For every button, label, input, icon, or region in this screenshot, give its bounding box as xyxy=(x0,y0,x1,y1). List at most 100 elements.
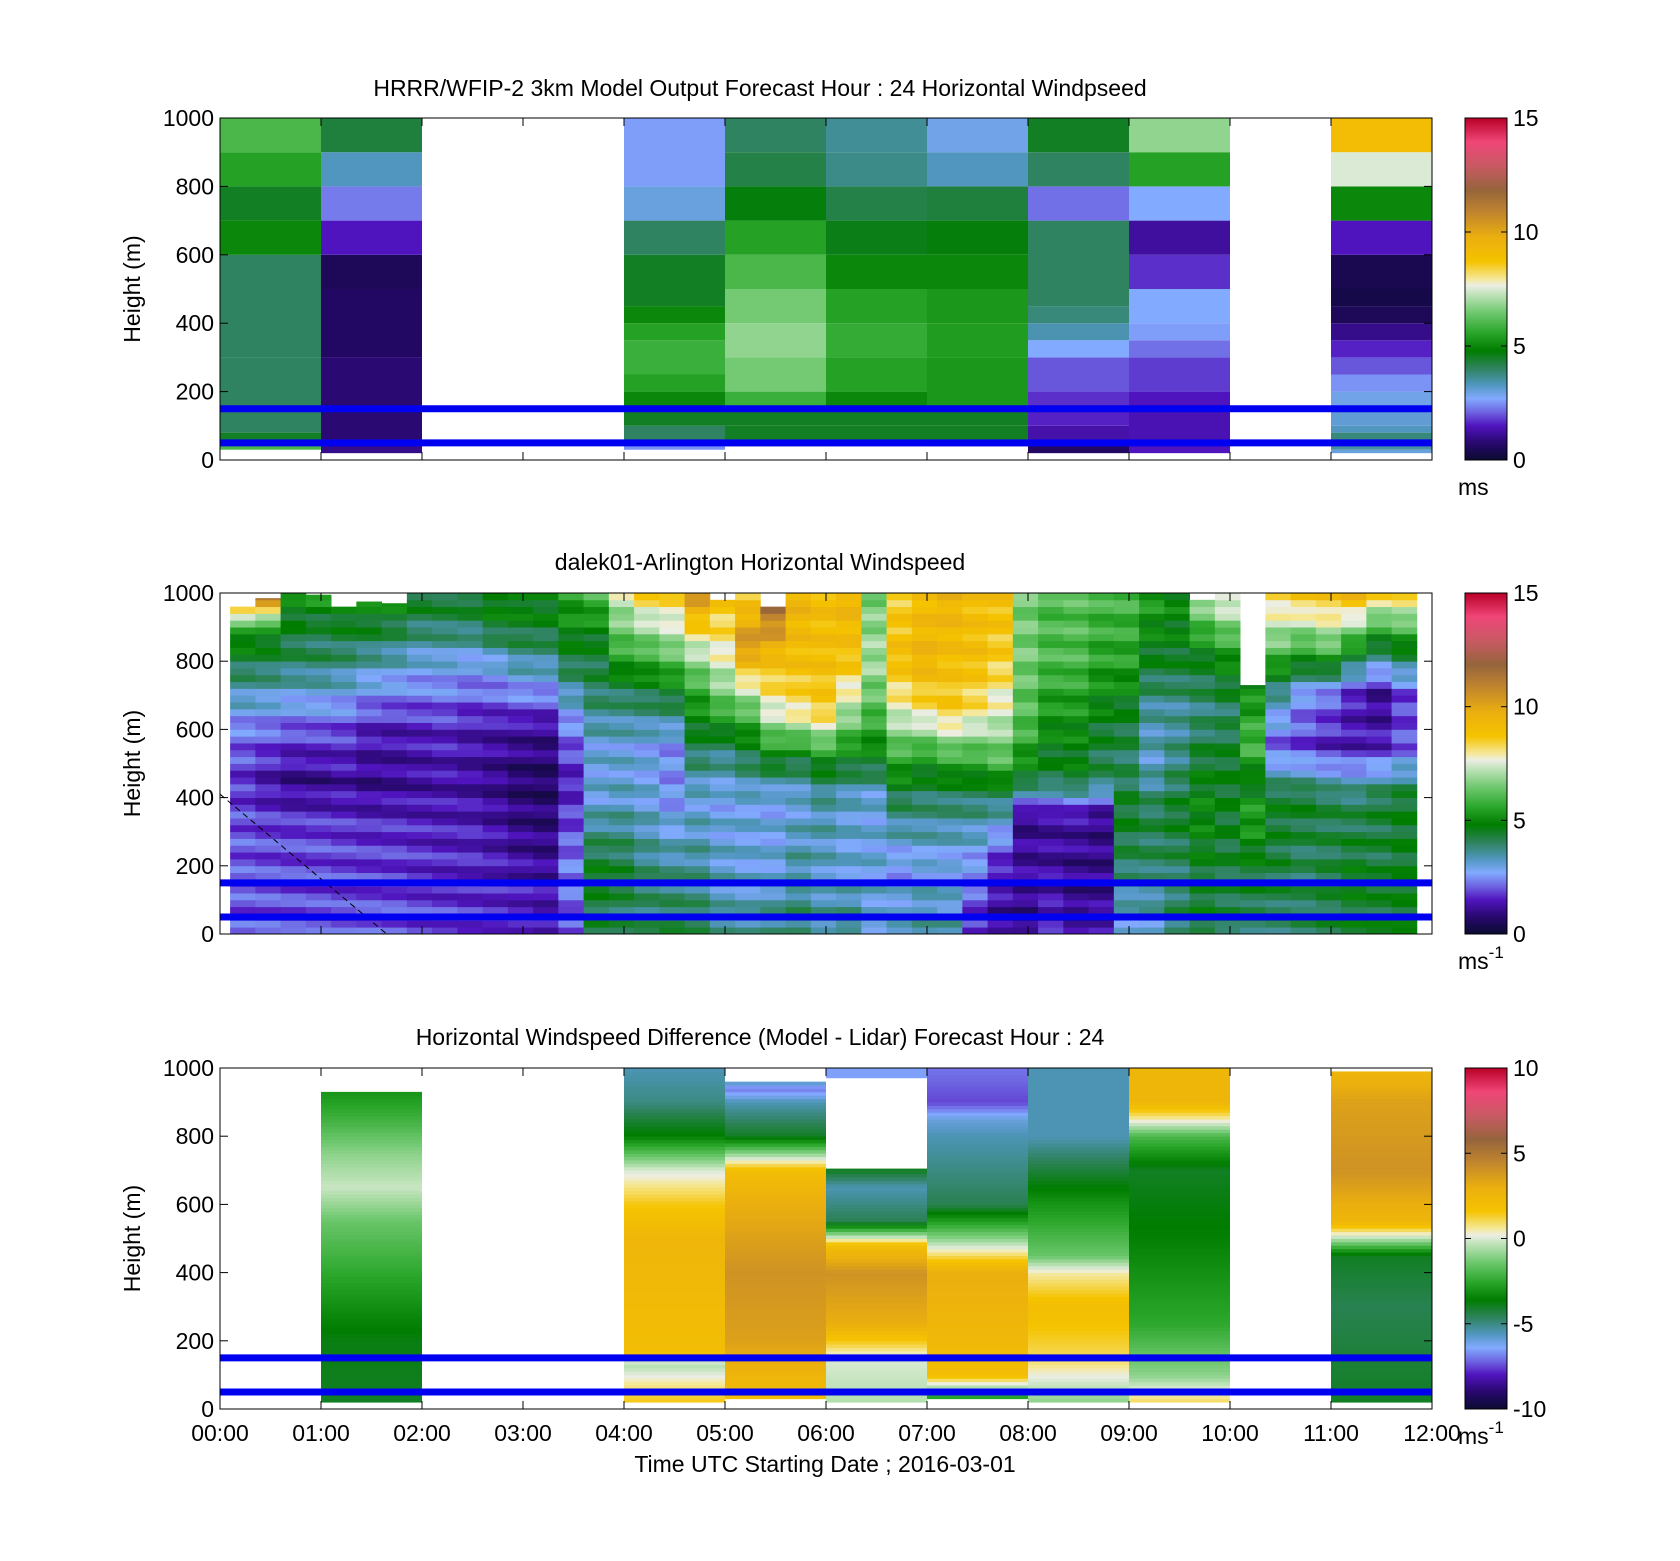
heatmap-cell xyxy=(356,736,382,744)
heatmap-cell xyxy=(709,743,736,751)
heatmap-cell xyxy=(1391,620,1418,628)
heatmap-cell xyxy=(1164,831,1190,839)
colorbar-tick-label: 10 xyxy=(1513,694,1539,720)
heatmap-cell xyxy=(760,681,786,689)
heatmap-cell xyxy=(1366,920,1392,928)
heatmap-cell xyxy=(911,674,938,683)
heatmap-cell xyxy=(1391,633,1418,642)
heatmap-cell xyxy=(331,893,357,901)
heatmap-cell xyxy=(280,763,307,771)
heatmap-cell xyxy=(911,702,938,710)
heatmap-cell xyxy=(725,1136,826,1141)
heatmap-cell xyxy=(1129,1303,1230,1308)
heatmap-cell xyxy=(1265,852,1291,860)
heatmap-cell xyxy=(280,770,307,778)
heatmap-cell xyxy=(406,695,433,703)
heatmap-cell xyxy=(785,831,812,839)
heatmap-cell xyxy=(861,824,887,833)
heatmap-cell xyxy=(583,777,610,785)
heatmap-cell xyxy=(1063,620,1089,628)
heatmap-cell xyxy=(1331,1119,1432,1123)
heatmap-cell xyxy=(760,858,786,867)
heatmap-cell xyxy=(1391,722,1418,730)
heatmap-cell xyxy=(1139,756,1165,764)
heatmap-cell xyxy=(927,425,1028,440)
heatmap-cell xyxy=(1088,858,1115,867)
heatmap-cell xyxy=(1028,1385,1129,1389)
heatmap-cell xyxy=(927,357,1028,409)
heatmap-cell xyxy=(861,729,887,737)
heatmap-cell xyxy=(886,674,913,683)
heatmap-cell xyxy=(886,818,913,826)
heatmap-cell xyxy=(1129,1258,1230,1263)
heatmap-cell xyxy=(1028,1333,1129,1338)
heatmap-cell xyxy=(937,695,963,703)
heatmap-cell xyxy=(406,818,433,826)
heatmap-cell xyxy=(406,722,433,730)
heatmap-cell xyxy=(1063,702,1089,710)
x-tick-label: 07:00 xyxy=(898,1420,956,1446)
heatmap-cell xyxy=(987,593,1014,601)
heatmap-cell xyxy=(1038,654,1064,662)
heatmap-cell xyxy=(962,811,988,819)
heatmap-cell xyxy=(810,654,837,662)
heatmap-cell xyxy=(356,777,382,785)
heatmap-cell xyxy=(1113,695,1140,703)
heatmap-cell xyxy=(331,633,357,642)
heatmap-cell xyxy=(1290,654,1317,662)
heatmap-cell xyxy=(927,1085,1028,1089)
heatmap-cell xyxy=(1012,804,1039,812)
heatmap-cell xyxy=(1012,824,1039,833)
heatmap-cell xyxy=(1113,770,1140,778)
heatmap-cell xyxy=(725,1374,826,1379)
heatmap-cell xyxy=(911,654,938,662)
heatmap-cell xyxy=(533,872,559,880)
heatmap-cell xyxy=(507,920,534,928)
heatmap-cell xyxy=(1088,872,1115,880)
heatmap-cell xyxy=(1028,1323,1129,1328)
heatmap-cell xyxy=(1038,852,1064,860)
heatmap-cell xyxy=(962,668,988,676)
heatmap-cell xyxy=(725,1221,826,1226)
heatmap-cell xyxy=(725,1378,826,1383)
heatmap-cell xyxy=(709,858,736,867)
heatmap-cell xyxy=(1240,797,1266,805)
heatmap-cell xyxy=(634,633,660,642)
heatmap-cell xyxy=(533,838,559,846)
heatmap-cell xyxy=(624,1204,725,1209)
heatmap-cell xyxy=(659,804,685,812)
heatmap-cell xyxy=(608,681,635,689)
heatmap-cell xyxy=(432,811,458,819)
heatmap-cell xyxy=(280,708,307,717)
heatmap-cell xyxy=(725,1344,826,1349)
heatmap-cell xyxy=(861,804,887,812)
heatmap-cell xyxy=(1129,357,1230,392)
heatmap-cell xyxy=(1265,606,1291,614)
heatmap-cell xyxy=(861,797,887,805)
heatmap-cell xyxy=(836,674,862,683)
heatmap-cell xyxy=(1028,1166,1129,1171)
heatmap-cell xyxy=(1012,702,1039,710)
heatmap-cell xyxy=(624,323,725,341)
heatmap-cell xyxy=(1240,736,1266,744)
heatmap-cell xyxy=(1290,797,1317,805)
heatmap-cell xyxy=(1341,688,1367,696)
heatmap-cell xyxy=(305,811,332,819)
heatmap-cell xyxy=(1265,831,1291,839)
heatmap-cell xyxy=(1240,804,1266,812)
heatmap-cell xyxy=(760,633,786,642)
heatmap-cell xyxy=(356,647,382,655)
heatmap-cell xyxy=(709,729,736,737)
heatmap-cell xyxy=(911,920,938,928)
heatmap-cell xyxy=(321,408,422,443)
heatmap-cell xyxy=(280,872,307,880)
heatmap-cell xyxy=(624,1085,725,1089)
heatmap-cell xyxy=(608,661,635,669)
heatmap-cell xyxy=(886,756,913,764)
heatmap-cell xyxy=(1189,899,1216,908)
heatmap-cell xyxy=(1366,899,1392,908)
heatmap-cell xyxy=(583,715,610,723)
heatmap-cell xyxy=(1189,668,1216,676)
heatmap-cell xyxy=(432,865,458,874)
heatmap-cell xyxy=(1189,756,1216,764)
